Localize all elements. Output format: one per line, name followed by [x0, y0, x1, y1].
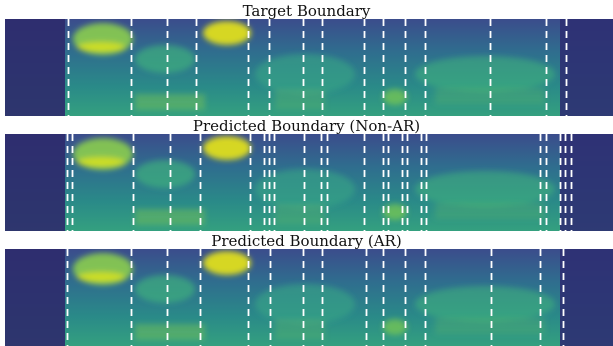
panel-title: Predicted Boundary (Non-AR): [192, 117, 421, 135]
spectrogram-svg: [5, 249, 613, 346]
spectrogram-heatmap: [5, 134, 613, 231]
spectrogram-background: [5, 19, 613, 116]
spectrogram-background: [5, 134, 613, 231]
panel-title: Target Boundary: [242, 2, 371, 20]
spectrogram-svg: [5, 19, 613, 116]
spectrogram-svg: [5, 134, 613, 231]
spectrogram-heatmap: [5, 19, 613, 116]
spectrogram-heatmap: [5, 249, 613, 346]
spectrogram-background: [5, 249, 613, 346]
panel-title: Predicted Boundary (AR): [211, 232, 402, 250]
